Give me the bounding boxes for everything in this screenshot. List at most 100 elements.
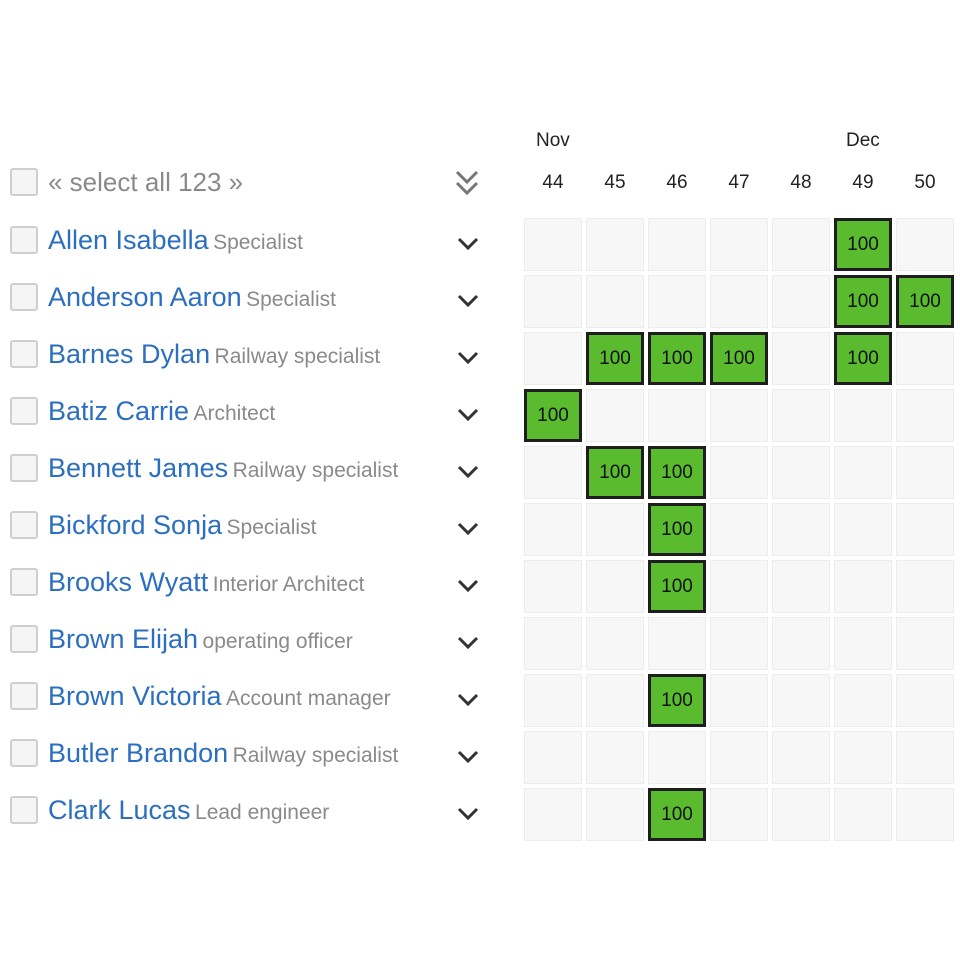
empty-cell[interactable]	[772, 389, 830, 442]
chevron-down-icon[interactable]	[455, 402, 481, 428]
chevron-down-icon[interactable]	[455, 630, 481, 656]
person-name-link[interactable]: Clark Lucas	[48, 795, 191, 825]
empty-cell[interactable]	[896, 446, 954, 499]
empty-cell[interactable]	[586, 503, 644, 556]
allocation-cell[interactable]: 100	[524, 389, 582, 442]
empty-cell[interactable]	[524, 503, 582, 556]
allocation-cell[interactable]: 100	[896, 275, 954, 328]
allocation-cell[interactable]: 100	[648, 332, 706, 385]
select-all-label[interactable]: « select all 123 »	[48, 167, 244, 197]
empty-cell[interactable]	[586, 674, 644, 727]
empty-cell[interactable]	[586, 560, 644, 613]
row-checkbox[interactable]	[10, 397, 38, 425]
empty-cell[interactable]	[772, 788, 830, 841]
empty-cell[interactable]	[586, 788, 644, 841]
empty-cell[interactable]	[586, 617, 644, 670]
row-checkbox[interactable]	[10, 739, 38, 767]
chevron-down-icon[interactable]	[455, 231, 481, 257]
empty-cell[interactable]	[586, 731, 644, 784]
allocation-cell[interactable]: 100	[648, 560, 706, 613]
person-name-link[interactable]: Allen Isabella	[48, 225, 209, 255]
row-checkbox[interactable]	[10, 568, 38, 596]
double-chevron-down-icon[interactable]	[452, 166, 482, 200]
empty-cell[interactable]	[710, 446, 768, 499]
allocation-cell[interactable]: 100	[648, 446, 706, 499]
empty-cell[interactable]	[896, 332, 954, 385]
empty-cell[interactable]	[772, 446, 830, 499]
allocation-cell[interactable]: 100	[648, 788, 706, 841]
empty-cell[interactable]	[710, 503, 768, 556]
empty-cell[interactable]	[772, 731, 830, 784]
person-name-link[interactable]: Bickford Sonja	[48, 510, 223, 540]
empty-cell[interactable]	[586, 389, 644, 442]
chevron-down-icon[interactable]	[455, 345, 481, 371]
chevron-down-icon[interactable]	[455, 744, 481, 770]
empty-cell[interactable]	[834, 617, 892, 670]
empty-cell[interactable]	[772, 332, 830, 385]
allocation-cell[interactable]: 100	[834, 218, 892, 271]
empty-cell[interactable]	[710, 218, 768, 271]
empty-cell[interactable]	[648, 218, 706, 271]
empty-cell[interactable]	[896, 389, 954, 442]
empty-cell[interactable]	[524, 275, 582, 328]
row-checkbox[interactable]	[10, 682, 38, 710]
empty-cell[interactable]	[896, 218, 954, 271]
allocation-cell[interactable]: 100	[648, 503, 706, 556]
empty-cell[interactable]	[648, 275, 706, 328]
empty-cell[interactable]	[834, 674, 892, 727]
chevron-down-icon[interactable]	[455, 573, 481, 599]
empty-cell[interactable]	[524, 332, 582, 385]
empty-cell[interactable]	[834, 560, 892, 613]
empty-cell[interactable]	[710, 560, 768, 613]
empty-cell[interactable]	[524, 617, 582, 670]
empty-cell[interactable]	[524, 731, 582, 784]
empty-cell[interactable]	[834, 503, 892, 556]
empty-cell[interactable]	[586, 218, 644, 271]
empty-cell[interactable]	[772, 275, 830, 328]
empty-cell[interactable]	[772, 617, 830, 670]
person-name-link[interactable]: Brown Elijah	[48, 624, 199, 654]
row-checkbox[interactable]	[10, 796, 38, 824]
chevron-down-icon[interactable]	[455, 516, 481, 542]
empty-cell[interactable]	[524, 446, 582, 499]
chevron-down-icon[interactable]	[455, 288, 481, 314]
empty-cell[interactable]	[896, 788, 954, 841]
empty-cell[interactable]	[648, 731, 706, 784]
empty-cell[interactable]	[772, 560, 830, 613]
row-checkbox[interactable]	[10, 226, 38, 254]
person-name-link[interactable]: Brown Victoria	[48, 681, 222, 711]
empty-cell[interactable]	[772, 503, 830, 556]
empty-cell[interactable]	[710, 275, 768, 328]
empty-cell[interactable]	[896, 560, 954, 613]
person-name-link[interactable]: Butler Brandon	[48, 738, 229, 768]
person-name-link[interactable]: Anderson Aaron	[48, 282, 242, 312]
row-checkbox[interactable]	[10, 511, 38, 539]
allocation-cell[interactable]: 100	[834, 275, 892, 328]
person-name-link[interactable]: Barnes Dylan	[48, 339, 211, 369]
select-all-checkbox[interactable]	[10, 168, 38, 196]
empty-cell[interactable]	[896, 674, 954, 727]
empty-cell[interactable]	[710, 731, 768, 784]
row-checkbox[interactable]	[10, 340, 38, 368]
empty-cell[interactable]	[586, 275, 644, 328]
empty-cell[interactable]	[710, 674, 768, 727]
empty-cell[interactable]	[710, 788, 768, 841]
empty-cell[interactable]	[834, 389, 892, 442]
empty-cell[interactable]	[710, 389, 768, 442]
empty-cell[interactable]	[896, 617, 954, 670]
empty-cell[interactable]	[834, 731, 892, 784]
empty-cell[interactable]	[772, 674, 830, 727]
chevron-down-icon[interactable]	[455, 687, 481, 713]
empty-cell[interactable]	[524, 788, 582, 841]
chevron-down-icon[interactable]	[455, 801, 481, 827]
person-name-link[interactable]: Batiz Carrie	[48, 396, 190, 426]
allocation-cell[interactable]: 100	[586, 446, 644, 499]
empty-cell[interactable]	[896, 731, 954, 784]
empty-cell[interactable]	[524, 674, 582, 727]
chevron-down-icon[interactable]	[455, 459, 481, 485]
allocation-cell[interactable]: 100	[834, 332, 892, 385]
allocation-cell[interactable]: 100	[710, 332, 768, 385]
empty-cell[interactable]	[648, 389, 706, 442]
row-checkbox[interactable]	[10, 625, 38, 653]
person-name-link[interactable]: Brooks Wyatt	[48, 567, 209, 597]
